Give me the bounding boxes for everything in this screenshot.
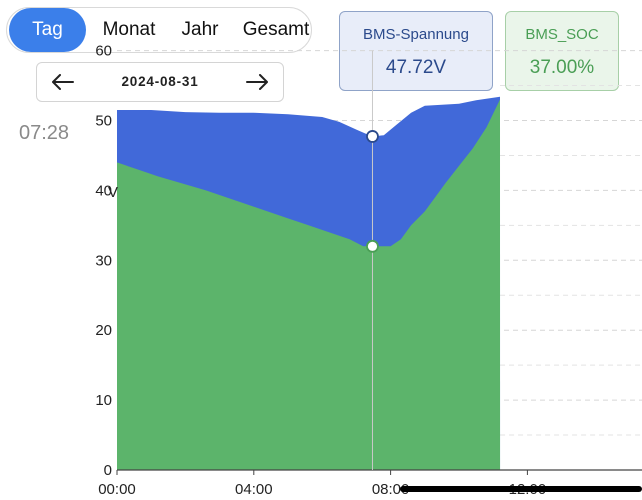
y-tick-label: 30: [95, 252, 112, 269]
voltage-card-value: 47.72V: [385, 57, 447, 78]
x-tick-label: 00:00: [98, 481, 136, 498]
tab-year[interactable]: Jahr: [181, 19, 219, 40]
y-tick-label: 0: [104, 462, 112, 479]
soc-card-title: BMS_SOC: [525, 26, 599, 43]
x-tick-label: 08:00: [372, 481, 410, 498]
soc-card-value: 37.00%: [529, 57, 595, 78]
tab-total[interactable]: Gesamt: [242, 19, 310, 40]
home-indicator: [400, 486, 642, 492]
current-time: 07:28: [19, 122, 70, 144]
soc-area: [117, 99, 501, 470]
y-tick-label: 20: [95, 322, 112, 339]
y-tick-label: 10: [95, 392, 112, 409]
y-axis-label: V: [108, 184, 118, 201]
voltage-cursor-marker: [366, 130, 379, 143]
tab-month[interactable]: Monat: [102, 19, 156, 40]
date-navigator: 2024-08-31: [36, 62, 284, 102]
voltage-card-title: BMS-Spannung: [363, 26, 469, 43]
y-tick-label: 40: [95, 182, 112, 199]
y-tick-label: 60: [95, 43, 112, 60]
selected-date[interactable]: 2024-08-31: [121, 74, 199, 89]
tab-day[interactable]: Tag: [9, 8, 86, 52]
arrow-right-icon[interactable]: [237, 63, 277, 101]
soc-cursor-marker: [366, 239, 379, 253]
arrow-left-icon[interactable]: [43, 63, 83, 101]
y-tick-label: 50: [95, 113, 112, 130]
x-tick-label: 04:00: [235, 481, 273, 498]
period-tabs: Tag Monat Jahr Gesamt: [6, 7, 312, 53]
